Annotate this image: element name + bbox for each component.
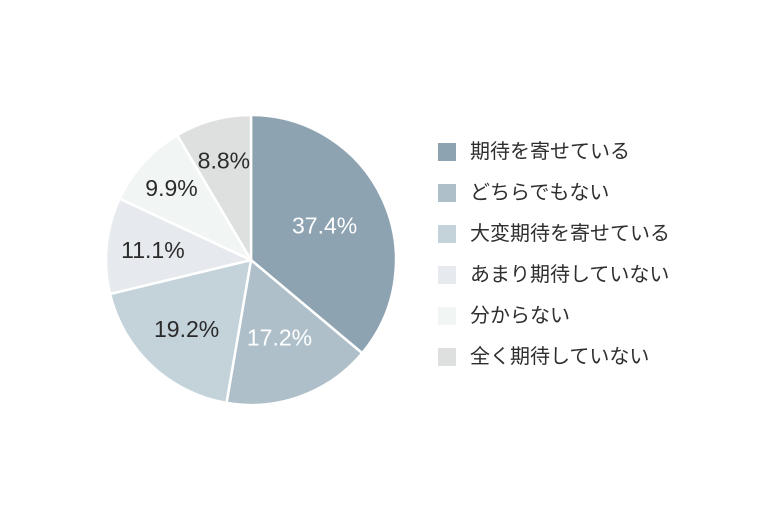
legend-swatch-icon bbox=[438, 348, 456, 366]
pie-slice-5 bbox=[175, 113, 253, 262]
legend-item-1: どちらでもない bbox=[438, 182, 670, 204]
legend-item-4: 分からない bbox=[438, 305, 670, 327]
legend-swatch-icon bbox=[438, 307, 456, 325]
legend-label: 期待を寄せている bbox=[470, 141, 630, 163]
slice-value-label-3: 11.1% bbox=[121, 237, 185, 263]
legend-item-3: あまり期待していない bbox=[438, 264, 670, 286]
pie-slice-1 bbox=[225, 258, 364, 407]
legend-label: 大変期待を寄せている bbox=[470, 223, 670, 245]
pie-slice-4 bbox=[118, 133, 253, 262]
slice-value-label-1: 17.2% bbox=[247, 325, 312, 351]
legend-swatch-icon bbox=[438, 266, 456, 284]
slice-value-label-4: 9.9% bbox=[145, 175, 197, 201]
pie-slice-0 bbox=[249, 113, 398, 355]
legend-swatch-icon bbox=[438, 143, 456, 161]
slice-value-label-0: 37.4% bbox=[292, 213, 357, 239]
legend-item-5: 全く期待していない bbox=[438, 346, 670, 368]
legend-label: 全く期待していない bbox=[470, 346, 650, 368]
legend-label: 分からない bbox=[470, 305, 570, 327]
slice-value-label-2: 19.2% bbox=[154, 316, 219, 342]
legend-label: どちらでもない bbox=[470, 182, 610, 204]
pie-slice-2 bbox=[108, 258, 253, 405]
chart-legend: 期待を寄せている どちらでもない大変期待を寄せている あまり期待していない 分からない… bbox=[438, 141, 670, 389]
legend-item-2: 大変期待を寄せている bbox=[438, 223, 670, 245]
legend-swatch-icon bbox=[438, 225, 456, 243]
legend-label: あまり期待していない bbox=[470, 264, 670, 286]
legend-item-0: 期待を寄せている bbox=[438, 141, 670, 163]
pie-slice-3 bbox=[104, 197, 253, 296]
slice-value-label-5: 8.8% bbox=[198, 148, 250, 174]
legend-swatch-icon bbox=[438, 184, 456, 202]
